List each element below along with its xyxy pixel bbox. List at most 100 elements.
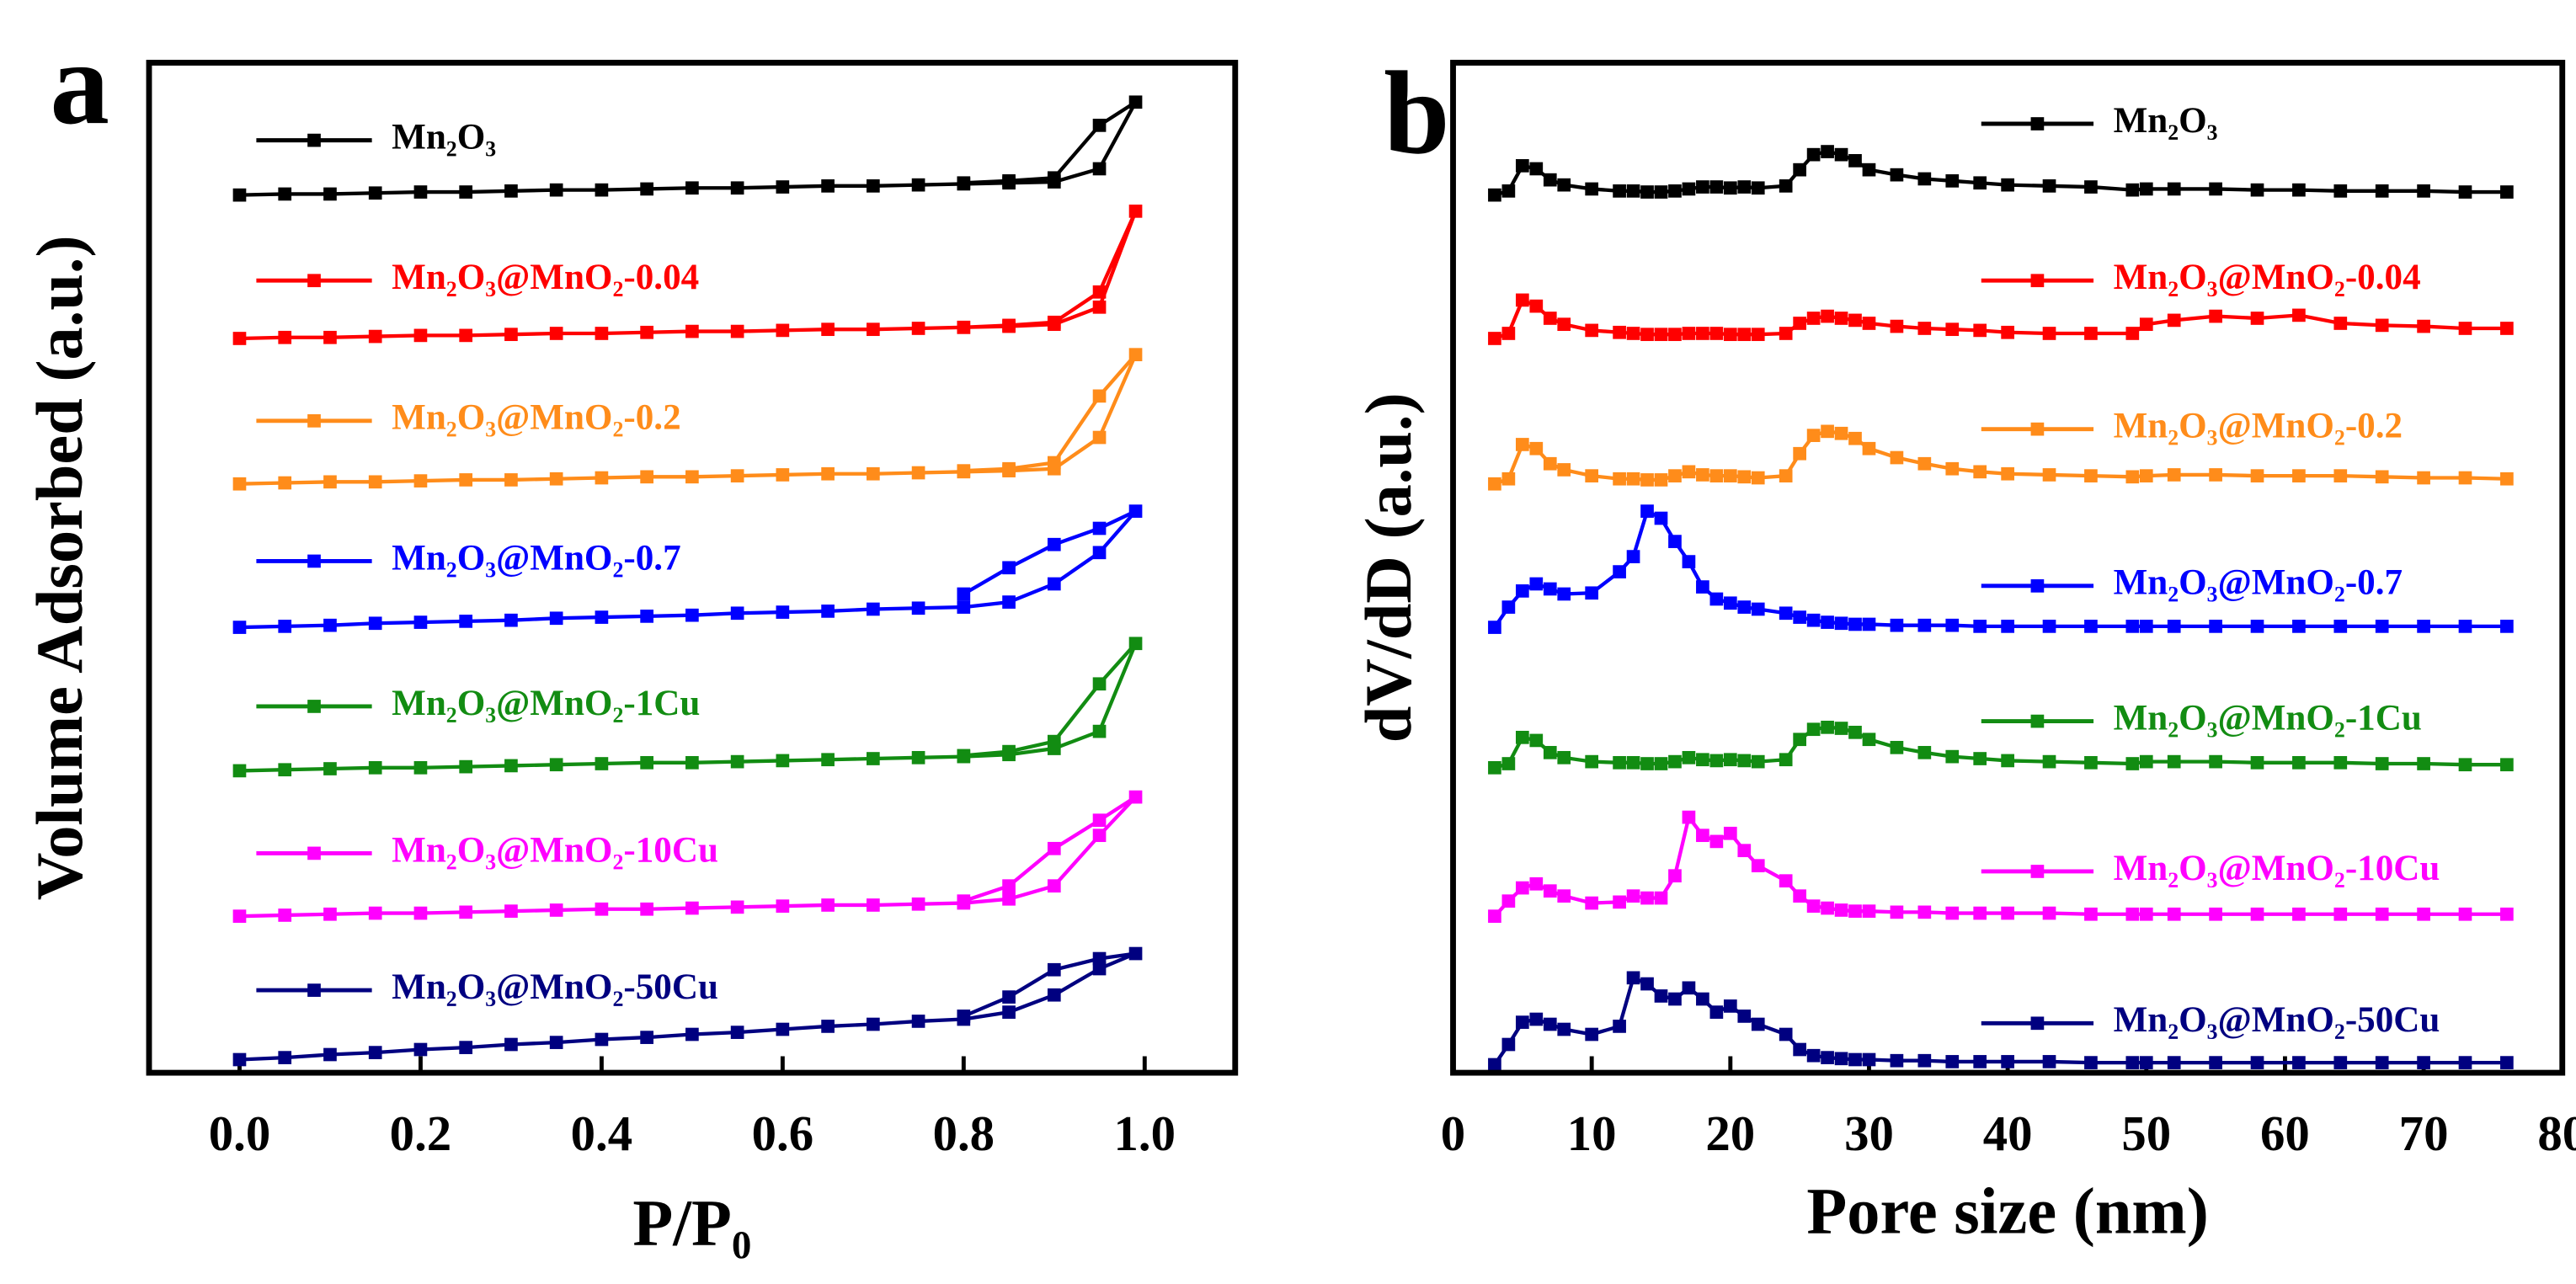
- data-point: [2084, 755, 2098, 770]
- y-axis-title: dV/dD (a.u.): [1352, 392, 1425, 743]
- data-point: [821, 605, 835, 618]
- data-point: [685, 901, 699, 915]
- data-point: [1501, 757, 1516, 770]
- data-point: [867, 752, 880, 765]
- data-point: [1128, 204, 1143, 218]
- x-tick-label: 40: [1983, 1106, 2033, 1161]
- legend-label: Mn₂O₃@MnO₂-10Cu: [392, 830, 718, 870]
- data-point: [776, 180, 790, 194]
- data-point: [1945, 749, 1960, 764]
- data-point: [776, 323, 790, 338]
- legend-label: Mn₂O₃@MnO₂-50Cu: [392, 967, 718, 1007]
- data-point: [2292, 308, 2306, 322]
- data-point: [1501, 600, 1516, 614]
- data-point: [1917, 322, 1932, 335]
- data-point: [1848, 725, 1862, 739]
- data-point: [1047, 879, 1061, 893]
- data-point: [1654, 511, 1668, 525]
- data-point: [1723, 596, 1737, 610]
- data-point: [1047, 841, 1061, 855]
- data-point: [2167, 182, 2181, 196]
- data-point: [2125, 183, 2140, 197]
- x-tick-label: 0.4: [571, 1106, 633, 1161]
- legend-label: Mn₂O₃: [392, 118, 496, 157]
- data-point: [1640, 328, 1654, 342]
- data-point: [1488, 1058, 1501, 1072]
- data-point: [504, 904, 518, 919]
- data-point: [2458, 185, 2472, 199]
- data-point: [504, 473, 518, 487]
- data-point: [1890, 905, 1904, 919]
- data-point: [2292, 755, 2306, 770]
- data-point: [1848, 313, 1862, 328]
- data-point: [2292, 907, 2306, 921]
- data-point: [1945, 618, 1960, 632]
- data-point: [1002, 461, 1016, 476]
- data-point: [2001, 178, 2014, 192]
- data-point: [1543, 173, 1557, 187]
- data-point: [323, 762, 337, 775]
- data-point: [2417, 1056, 2430, 1069]
- data-point: [730, 469, 744, 482]
- data-point: [323, 475, 337, 489]
- data-point: [1834, 147, 1848, 162]
- x-tick-label: 0.2: [390, 1106, 451, 1161]
- data-point: [595, 757, 609, 770]
- data-point: [504, 184, 518, 198]
- data-point: [504, 759, 518, 773]
- data-point: [2125, 470, 2140, 484]
- data-point: [1973, 465, 1987, 479]
- data-point: [2001, 906, 2014, 920]
- data-point: [1973, 752, 1987, 765]
- data-point: [2001, 325, 2014, 339]
- data-point: [595, 902, 609, 916]
- data-point: [2292, 620, 2306, 633]
- data-point: [1488, 621, 1501, 634]
- data-point: [1737, 600, 1752, 614]
- data-point: [1092, 724, 1107, 738]
- data-point: [1709, 754, 1724, 768]
- data-point: [911, 1015, 925, 1028]
- data-point: [2167, 620, 2181, 633]
- data-point: [730, 900, 744, 914]
- data-point: [1640, 757, 1654, 770]
- data-point: [2500, 758, 2514, 772]
- data-point: [1488, 332, 1501, 345]
- data-point: [2167, 754, 2181, 769]
- data-point: [957, 587, 971, 601]
- data-point: [1626, 755, 1640, 770]
- x-tick-label: 70: [2399, 1106, 2449, 1161]
- data-point: [1862, 162, 1876, 177]
- legend-marker: [307, 133, 321, 147]
- data-point: [1806, 613, 1821, 627]
- data-point: [2417, 471, 2430, 485]
- data-point: [1737, 844, 1752, 858]
- data-point: [1543, 582, 1557, 596]
- data-point: [1557, 587, 1571, 601]
- plot-frame: [1450, 60, 2566, 1076]
- data-point: [368, 329, 382, 344]
- data-point: [2125, 757, 2140, 770]
- data-point: [1543, 456, 1557, 471]
- data-point: [1585, 182, 1599, 196]
- data-point: [1529, 162, 1544, 176]
- data-point: [1092, 162, 1107, 176]
- data-point: [2125, 907, 2140, 921]
- data-point: [2042, 620, 2056, 633]
- data-point: [2417, 319, 2430, 333]
- data-point: [1488, 188, 1501, 202]
- legend-label: Mn₂O₃@MnO₂-0.7: [392, 538, 681, 578]
- data-point: [1682, 555, 1696, 568]
- legend-marker: [2030, 422, 2045, 436]
- data-point: [1557, 178, 1571, 192]
- data-point: [2333, 907, 2348, 921]
- data-point: [323, 330, 337, 344]
- data-point: [2001, 466, 2014, 481]
- data-point: [1779, 1027, 1793, 1042]
- data-point: [2139, 620, 2153, 633]
- data-point: [685, 181, 699, 195]
- data-point: [1501, 184, 1516, 198]
- data-point: [459, 328, 473, 343]
- data-point: [2500, 185, 2514, 199]
